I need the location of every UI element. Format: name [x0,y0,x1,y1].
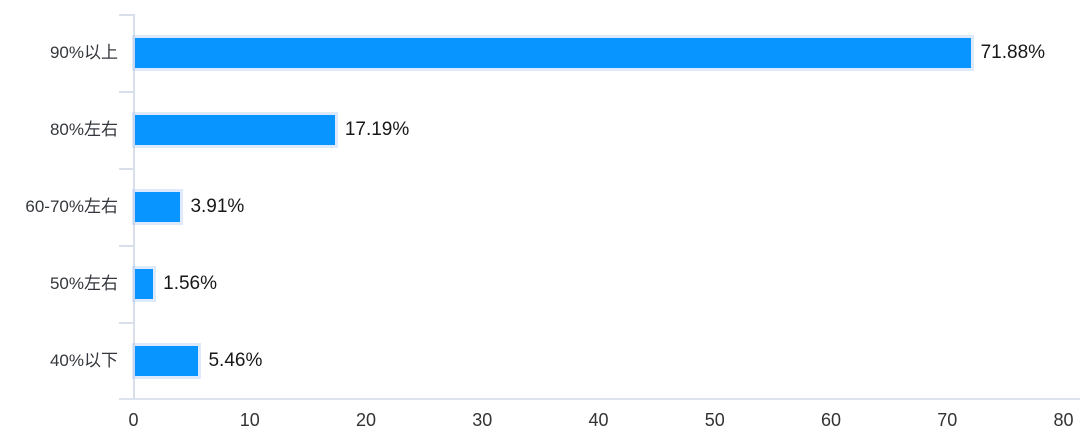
bar [135,345,199,376]
category-label: 60-70%左右 [25,196,118,216]
value-label: 17.19% [344,118,410,140]
bar [135,268,154,299]
x-tick-label: 10 [239,410,260,430]
x-tick-label: 60 [820,410,842,430]
bar [135,114,335,145]
y-axis-tick [119,91,134,93]
x-tick-label: 80 [1053,410,1074,430]
x-tick-label: 0 [128,410,139,430]
bar [135,191,181,222]
x-tick-label: 70 [937,410,958,430]
bar [135,37,971,68]
y-axis-tick [119,245,134,247]
x-axis-line [119,398,1080,400]
value-label: 71.88% [980,41,1046,63]
y-axis-tick [119,14,134,16]
x-tick-label: 30 [472,410,493,430]
value-label: 5.46% [208,349,263,371]
y-axis-line [133,14,135,400]
category-label: 40%以下 [49,350,118,370]
y-axis-tick [119,168,134,170]
category-label: 50%左右 [49,273,118,293]
value-label: 3.91% [190,195,245,217]
x-tick-label: 50 [704,410,725,430]
category-label: 90%以上 [49,42,118,62]
x-tick-label: 20 [355,410,377,430]
category-label: 80%左右 [49,119,118,139]
value-label: 1.56% [163,272,217,294]
y-axis-tick [119,322,134,324]
x-tick-label: 40 [588,410,609,430]
